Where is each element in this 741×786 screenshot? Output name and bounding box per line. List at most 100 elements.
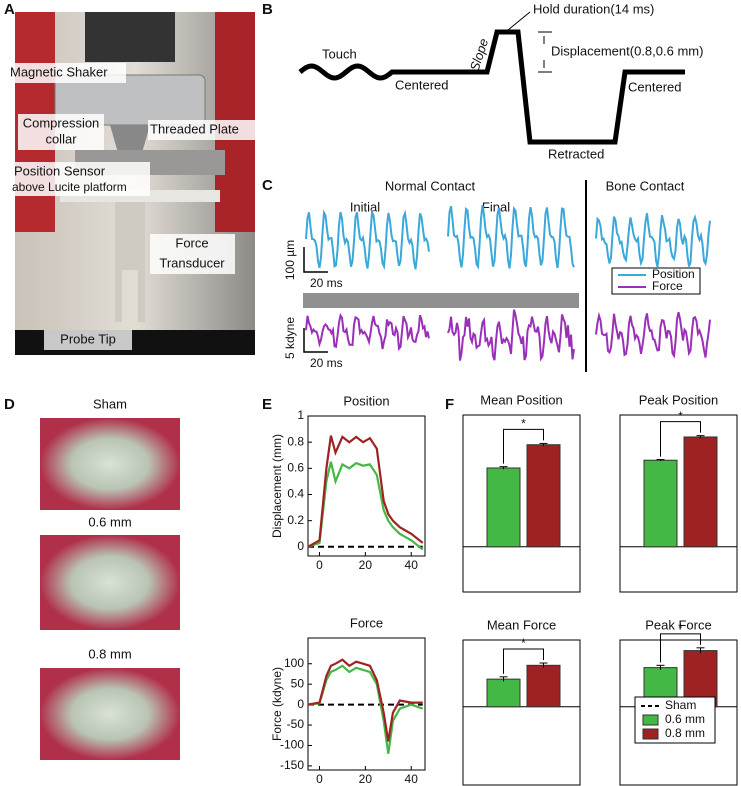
significance-bracket xyxy=(660,633,701,663)
charts: 0 0.2 0.4 0.6 0.8 1 0 20 40 Position Displacement … xyxy=(270,392,738,786)
series-line xyxy=(307,461,424,551)
series-line xyxy=(307,435,424,548)
photo-label: Compression xyxy=(23,115,100,130)
x-tick-label: 0 xyxy=(316,772,323,786)
bar xyxy=(643,459,678,548)
panel-label: A xyxy=(4,1,15,18)
significance-mark: * xyxy=(678,621,683,635)
legend-label: 0.6 mm xyxy=(665,712,705,726)
photo-label: above Lucite platform xyxy=(12,180,127,194)
panel-label: F xyxy=(445,396,454,413)
legend-swatch xyxy=(642,714,659,726)
photo-label: 0.6 mm xyxy=(88,514,131,529)
legend-label: Force xyxy=(652,279,683,293)
significance-mark: * xyxy=(521,636,526,650)
diagram-label: Retracted xyxy=(548,146,604,161)
bar xyxy=(526,664,561,708)
trace xyxy=(447,204,575,270)
photo-label: Force xyxy=(175,235,208,250)
diagram-label: Touch xyxy=(322,46,357,61)
y-tick-label: 0.2 xyxy=(287,513,304,527)
panel-label: B xyxy=(262,1,273,18)
chart-title: Mean Position xyxy=(480,392,562,407)
x-tick-label: 20 xyxy=(359,772,373,786)
x-tick-label: 40 xyxy=(405,558,419,572)
photo xyxy=(40,668,180,760)
y-tick-label: 100 xyxy=(284,656,304,670)
plot-frame xyxy=(619,639,738,786)
significance-mark: * xyxy=(521,417,526,431)
x-tick-label: 20 xyxy=(359,558,373,572)
photo-label: Threaded Plate xyxy=(150,121,239,136)
section-title: Initial xyxy=(350,199,380,214)
significance-mark: * xyxy=(678,409,683,423)
y-tick-label: 0.4 xyxy=(287,487,304,501)
diagram-label: Centered xyxy=(395,77,448,92)
chart-title: Position xyxy=(343,393,389,408)
y-tick-label: 1 xyxy=(297,408,304,422)
y-axis-label: Displacement (mm) xyxy=(270,434,284,538)
plot-frame xyxy=(462,639,581,786)
x-tick-label: 40 xyxy=(405,772,419,786)
trace xyxy=(305,208,430,271)
legend-label: 0.8 mm xyxy=(665,726,705,740)
scale-label: 100 µm xyxy=(283,240,297,280)
x-tick-label: 0 xyxy=(316,558,323,572)
plot-frame xyxy=(619,414,738,593)
diagram-label: Centered xyxy=(628,79,681,94)
series-line xyxy=(307,664,424,754)
plot-frame xyxy=(307,415,426,557)
photo-a xyxy=(8,12,256,355)
chart-title: Force xyxy=(350,615,383,630)
scale-bar xyxy=(303,247,328,353)
plot-frame xyxy=(462,414,581,593)
panel-label: D xyxy=(4,396,15,413)
trace xyxy=(595,311,711,359)
legend-swatch xyxy=(642,728,659,740)
y-tick-label: 50 xyxy=(291,676,305,690)
bar xyxy=(526,444,561,548)
photo-label: collar xyxy=(45,131,77,146)
stimulus-waveform xyxy=(298,29,685,145)
legend-box xyxy=(611,267,701,295)
bar xyxy=(486,678,521,708)
y-tick-label: 0 xyxy=(297,697,304,711)
y-axis-label: Force (kdyne) xyxy=(270,667,284,741)
panel-label: C xyxy=(262,177,273,194)
gray-bar xyxy=(303,293,579,308)
section-title: Normal Contact xyxy=(385,178,476,193)
trace xyxy=(305,312,430,352)
significance-bracket xyxy=(660,421,701,457)
y-tick-label: 0.6 xyxy=(287,461,304,475)
y-tick-label: -150 xyxy=(280,758,304,772)
chart-title: Peak Position xyxy=(639,392,719,407)
legend-label: Sham xyxy=(665,698,696,712)
significance-bracket xyxy=(503,648,544,674)
scale-label: 20 ms xyxy=(310,356,343,370)
photo-label: Magnetic Shaker xyxy=(10,64,108,79)
annotation-lines xyxy=(507,11,552,73)
photo-label: Sham xyxy=(93,396,127,411)
plot-frame xyxy=(307,637,426,771)
y-tick-label: 0 xyxy=(297,539,304,553)
photo-label: Position Sensor xyxy=(14,163,106,178)
y-tick-label: -50 xyxy=(287,717,305,731)
chart-title: Mean Force xyxy=(487,617,556,632)
legend-label: Position xyxy=(652,267,695,281)
diagram-label: Hold duration(14 ms) xyxy=(533,1,654,16)
y-tick-label: -100 xyxy=(280,738,304,752)
photo-label: 0.8 mm xyxy=(88,646,131,661)
panel-label: E xyxy=(262,396,272,413)
bar xyxy=(486,467,521,548)
section-title: Final xyxy=(482,199,510,214)
photo-label: Probe Tip xyxy=(60,331,116,346)
diagram-label: Displacement(0.8,0.6 mm) xyxy=(551,43,703,58)
significance-bracket xyxy=(503,428,544,464)
photo xyxy=(40,418,180,510)
series-line xyxy=(307,658,423,742)
scale-label: 20 ms xyxy=(310,276,343,290)
photo-label: Transducer xyxy=(159,255,225,270)
trace xyxy=(595,213,711,268)
